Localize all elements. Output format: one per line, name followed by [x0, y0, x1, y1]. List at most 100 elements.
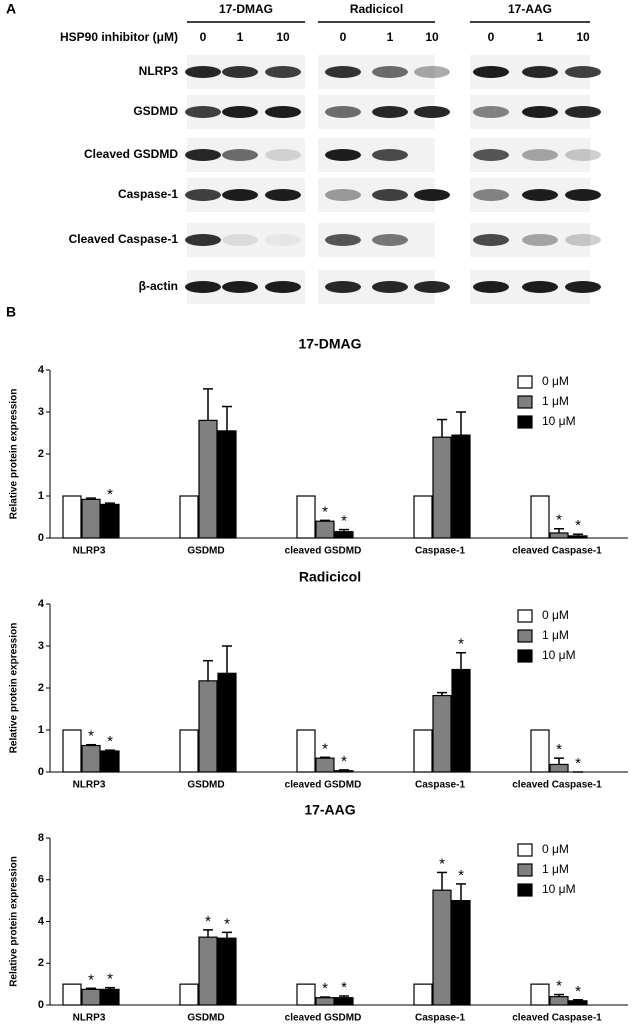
y-tick-label: 4: [38, 915, 45, 927]
bar: [198, 419, 218, 539]
blot-band: [565, 189, 601, 201]
blot-band: [265, 106, 301, 118]
panel-label: A: [6, 1, 16, 17]
bar: [81, 498, 101, 539]
blot-band: [522, 281, 558, 293]
dose-label: 10: [276, 30, 290, 44]
bar: [62, 983, 82, 1006]
legend-swatch: [517, 609, 533, 623]
drug-name: Radicicol: [350, 2, 403, 16]
bar: [549, 763, 569, 773]
legend-label: 10 μM: [542, 414, 576, 428]
dose-label: 0: [200, 30, 207, 44]
bar: [530, 729, 550, 773]
legend-label: 1 μM: [542, 394, 569, 408]
x-tick-label: cleaved Caspase-1: [512, 1013, 602, 1024]
x-tick-label: Caspase-1: [415, 780, 465, 791]
y-tick-label: 1: [38, 724, 44, 736]
error-bar: [105, 502, 115, 505]
significance-mark: *: [107, 486, 113, 503]
bar: [451, 434, 471, 539]
dose-label: 0: [488, 30, 495, 44]
chart-title: 17-DMAG: [298, 336, 361, 352]
bar: [451, 900, 471, 1006]
significance-mark: *: [458, 867, 464, 884]
bar: [296, 729, 316, 773]
legend-swatch: [517, 863, 533, 877]
bar: [530, 495, 550, 539]
bar: [198, 936, 218, 1006]
error-bar: [573, 533, 583, 536]
blot-band: [325, 106, 361, 118]
x-tick-label: cleaved Caspase-1: [512, 546, 602, 557]
legend-label: 1 μM: [542, 628, 569, 642]
bar: [217, 937, 237, 1006]
blot-band: [222, 234, 258, 246]
blot-band: [265, 281, 301, 293]
significance-mark: *: [88, 971, 94, 988]
significance-mark: *: [439, 855, 445, 872]
significance-mark: *: [107, 971, 113, 988]
legend-label: 0 μM: [542, 608, 569, 622]
bar: [432, 889, 452, 1006]
significance-mark: *: [575, 983, 581, 1000]
significance-mark: *: [458, 636, 464, 653]
blot-band: [414, 189, 450, 201]
bar: [549, 532, 569, 539]
blot-band: [522, 66, 558, 78]
error-bar: [339, 528, 349, 532]
bar: [217, 672, 237, 773]
blot-band: [265, 234, 301, 246]
blot-band: [222, 281, 258, 293]
dose-label: 10: [425, 30, 439, 44]
error-bar: [437, 691, 447, 696]
bar: [549, 996, 569, 1006]
blot-band: [372, 281, 408, 293]
x-tick-label: cleaved GSDMD: [285, 780, 362, 791]
error-bar: [339, 769, 349, 771]
blot-band: [565, 66, 601, 78]
x-tick-label: GSDMD: [187, 780, 224, 791]
error-bar: [573, 999, 583, 1001]
error-bar: [203, 388, 213, 421]
error-bar: [222, 931, 232, 939]
row-label: GSDMD: [133, 104, 178, 118]
error-bar: [203, 929, 213, 938]
dose-label: 1: [387, 30, 394, 44]
x-tick-label: NLRP3: [73, 546, 106, 557]
blot-band: [185, 234, 221, 246]
error-bar: [554, 993, 564, 997]
bar: [413, 495, 433, 539]
legend-swatch: [517, 375, 533, 389]
bar: [315, 520, 335, 539]
x-tick-label: cleaved Caspase-1: [512, 780, 602, 791]
blot-band: [222, 189, 258, 201]
blot-band: [372, 106, 408, 118]
row-label: Cleaved Caspase-1: [69, 232, 179, 246]
blot-band: [565, 149, 601, 161]
bar: [413, 729, 433, 773]
bar: [81, 988, 101, 1006]
blot-band: [185, 189, 221, 201]
bar: [334, 997, 354, 1006]
error-bar: [222, 645, 232, 674]
row-label: NLRP3: [139, 64, 179, 78]
significance-mark: *: [107, 733, 113, 750]
x-tick-label: Caspase-1: [415, 546, 465, 557]
significance-mark: *: [88, 728, 94, 745]
bar: [296, 495, 316, 539]
chart-title: 17-AAG: [304, 802, 355, 818]
blot-band: [325, 234, 361, 246]
blot-band: [325, 281, 361, 293]
blot-band: [565, 281, 601, 293]
bar: [334, 770, 354, 773]
blot-band: [185, 66, 221, 78]
bar: [62, 495, 82, 539]
blot-band: [565, 106, 601, 118]
x-tick-label: cleaved GSDMD: [285, 1013, 362, 1024]
drug-name: 17-DMAG: [219, 2, 273, 16]
significance-mark: *: [556, 741, 562, 758]
blot-band: [372, 234, 408, 246]
significance-mark: *: [341, 979, 347, 996]
